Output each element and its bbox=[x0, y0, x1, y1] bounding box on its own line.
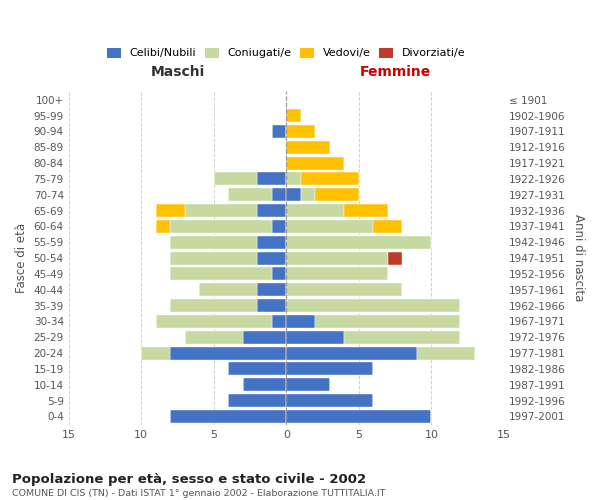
Text: Popolazione per età, sesso e stato civile - 2002: Popolazione per età, sesso e stato civil… bbox=[12, 472, 366, 486]
Bar bbox=[388, 252, 403, 264]
Bar bbox=[373, 220, 403, 233]
Bar bbox=[316, 315, 460, 328]
Bar bbox=[156, 220, 170, 233]
Bar bbox=[257, 299, 286, 312]
Bar bbox=[286, 378, 330, 392]
Bar bbox=[286, 394, 373, 407]
Bar bbox=[272, 315, 286, 328]
Bar bbox=[170, 236, 257, 248]
Bar bbox=[257, 252, 286, 264]
Bar bbox=[243, 378, 286, 392]
Bar bbox=[257, 236, 286, 248]
Bar bbox=[214, 172, 257, 186]
Bar bbox=[170, 252, 257, 264]
Bar bbox=[286, 141, 330, 154]
Bar bbox=[316, 188, 359, 201]
Bar bbox=[272, 188, 286, 201]
Bar bbox=[417, 346, 475, 360]
Bar bbox=[286, 315, 316, 328]
Bar bbox=[286, 172, 301, 186]
Text: COMUNE DI CIS (TN) - Dati ISTAT 1° gennaio 2002 - Elaborazione TUTTITALIA.IT: COMUNE DI CIS (TN) - Dati ISTAT 1° genna… bbox=[12, 489, 386, 498]
Bar bbox=[272, 268, 286, 280]
Text: Maschi: Maschi bbox=[151, 65, 205, 79]
Bar bbox=[185, 204, 257, 217]
Bar bbox=[156, 204, 185, 217]
Y-axis label: Fasce di età: Fasce di età bbox=[15, 223, 28, 293]
Bar bbox=[170, 410, 286, 423]
Bar bbox=[185, 331, 243, 344]
Bar bbox=[301, 188, 316, 201]
Bar bbox=[286, 109, 301, 122]
Bar bbox=[170, 346, 286, 360]
Bar bbox=[286, 125, 316, 138]
Bar bbox=[228, 394, 286, 407]
Bar bbox=[170, 299, 257, 312]
Bar bbox=[286, 252, 388, 264]
Bar bbox=[286, 284, 403, 296]
Bar bbox=[243, 331, 286, 344]
Bar bbox=[286, 220, 373, 233]
Bar bbox=[286, 410, 431, 423]
Bar bbox=[286, 362, 373, 376]
Bar bbox=[286, 236, 431, 248]
Bar bbox=[286, 188, 301, 201]
Text: Femmine: Femmine bbox=[359, 65, 431, 79]
Bar bbox=[286, 204, 344, 217]
Bar bbox=[199, 284, 257, 296]
Bar bbox=[257, 284, 286, 296]
Bar bbox=[156, 315, 272, 328]
Bar bbox=[286, 346, 417, 360]
Bar bbox=[286, 156, 344, 170]
Bar bbox=[286, 268, 388, 280]
Bar bbox=[228, 188, 272, 201]
Bar bbox=[272, 220, 286, 233]
Bar bbox=[170, 220, 272, 233]
Bar bbox=[141, 346, 170, 360]
Bar bbox=[228, 362, 286, 376]
Bar bbox=[286, 331, 344, 344]
Bar bbox=[257, 172, 286, 186]
Bar bbox=[344, 204, 388, 217]
Bar bbox=[170, 268, 272, 280]
Y-axis label: Anni di nascita: Anni di nascita bbox=[572, 214, 585, 302]
Bar bbox=[272, 125, 286, 138]
Bar bbox=[286, 299, 460, 312]
Bar bbox=[301, 172, 359, 186]
Legend: Celibi/Nubili, Coniugati/e, Vedovi/e, Divorziati/e: Celibi/Nubili, Coniugati/e, Vedovi/e, Di… bbox=[103, 43, 470, 63]
Bar bbox=[344, 331, 460, 344]
Bar bbox=[257, 204, 286, 217]
